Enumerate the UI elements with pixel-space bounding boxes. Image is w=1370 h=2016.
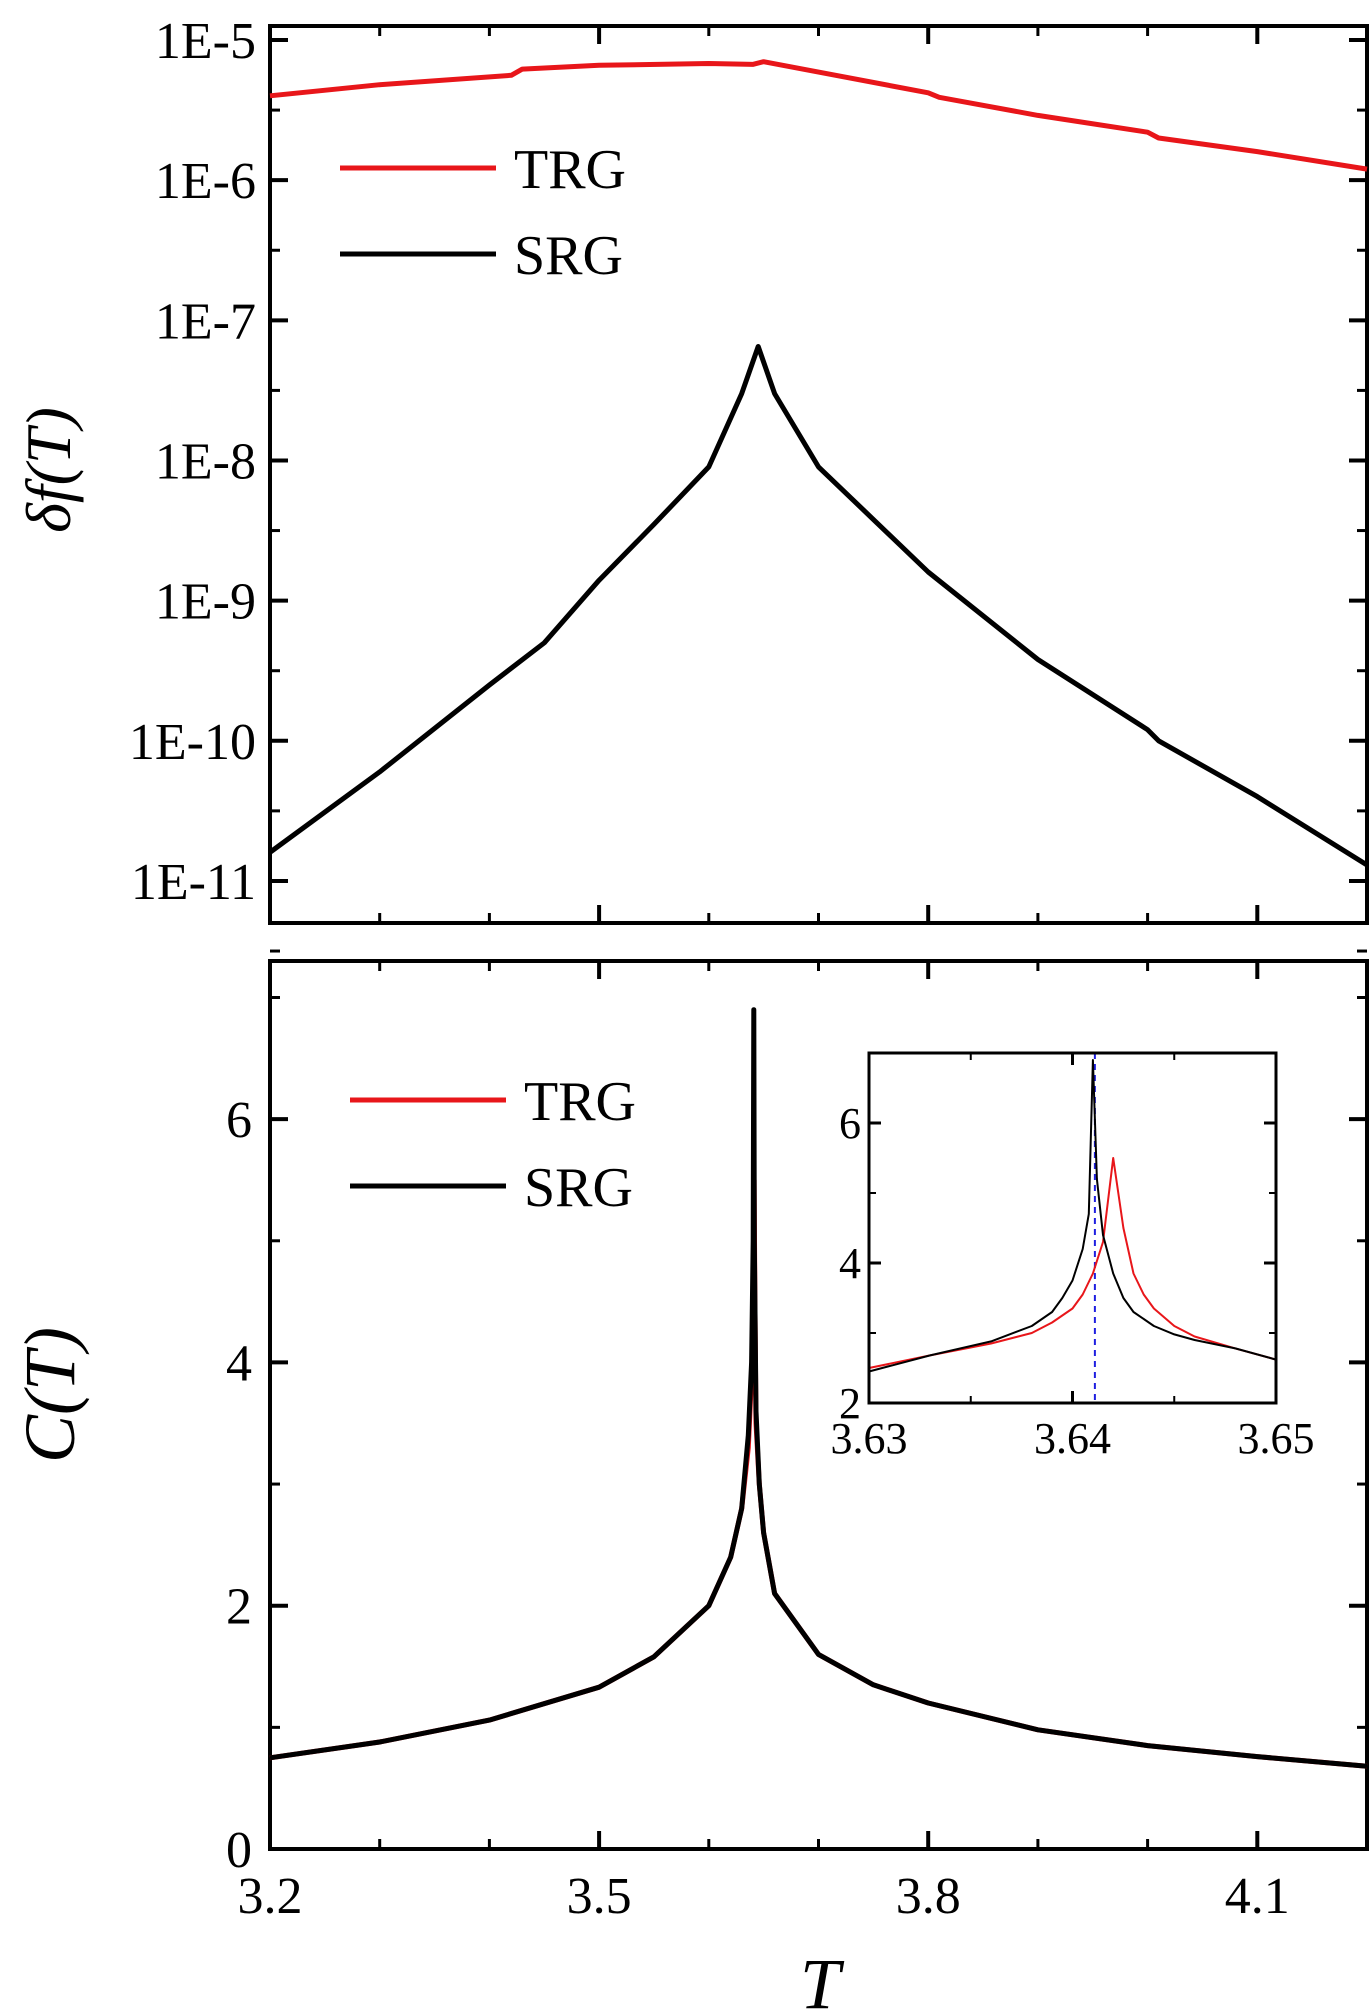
bottom-y-tick-label: 0: [226, 1822, 252, 1879]
top-panel: 1E-5 1E-6 1E-7 1E-8 1E-9 1E-10 1E-11 δf(T) TRG…: [13, 13, 1369, 953]
top-y-tick-label: 1E-6: [155, 153, 256, 210]
inset-ticks: 2 4 6 3.63 3.64 3.65: [831, 1053, 1315, 1463]
inset-panel: 2 4 6 3.63 3.64 3.65: [831, 1051, 1315, 1463]
top-legend-srg-label: SRG: [514, 225, 623, 287]
top-y-tick-label: 1E-10: [129, 714, 256, 771]
top-y-axis-title: δf(T): [13, 407, 84, 533]
top-legend: TRG SRG: [340, 139, 626, 287]
bottom-x-axis-title: T: [800, 1944, 845, 2016]
top-y-tick-label: 1E-7: [155, 293, 256, 350]
top-y-tick-label: 1E-9: [155, 574, 256, 631]
inset-x-tick-label: 3.63: [831, 1414, 908, 1463]
inset-series-srg-line: [868, 1059, 1277, 1373]
inset-y-tick-label: 4: [839, 1239, 861, 1288]
bottom-legend: TRG SRG: [350, 1071, 636, 1219]
bottom-x-tick-label: 3.8: [896, 1868, 961, 1925]
bottom-x-tick-label: 3.2: [238, 1868, 303, 1925]
top-series: [268, 59, 1369, 868]
inset-y-tick-label: 6: [839, 1099, 861, 1148]
bottom-x-tick-label: 4.1: [1225, 1868, 1290, 1925]
top-series-trg-line: [269, 59, 1368, 172]
inset-series: [868, 1053, 1277, 1403]
top-series-srg-line: [268, 344, 1369, 868]
bottom-y-tick-label: 2: [226, 1579, 252, 1636]
bottom-y-tick-label: 4: [226, 1335, 252, 1392]
top-ticks: 1E-5 1E-6 1E-7 1E-8 1E-9 1E-10 1E-11: [129, 13, 1369, 953]
bottom-ticks: 0 2 4 6 3.2 3.5 3.8 4.1: [226, 961, 1369, 1925]
inset-x-tick-label: 3.65: [1238, 1414, 1315, 1463]
top-y-tick-label: 1E-5: [155, 13, 256, 70]
top-legend-trg-label: TRG: [514, 139, 626, 201]
top-plot-frame: [268, 24, 1369, 925]
bottom-x-tick-label: 3.5: [567, 1868, 632, 1925]
inset-background: [869, 1053, 1276, 1403]
top-y-tick-label: 1E-8: [155, 433, 256, 490]
bottom-legend-srg-label: SRG: [524, 1157, 633, 1219]
bottom-series-srg-line: [269, 1007, 1368, 1769]
inset-x-tick-label: 3.64: [1034, 1414, 1111, 1463]
bottom-legend-trg-label: TRG: [524, 1071, 636, 1133]
bottom-y-tick-label: 6: [226, 1092, 252, 1149]
inset-series-trg-line: [868, 1157, 1277, 1369]
bottom-y-axis-title: C(T): [10, 1327, 90, 1463]
top-y-tick-label: 1E-11: [131, 854, 256, 911]
bottom-series: [269, 1007, 1368, 1769]
inset-y-tick-label: 2: [839, 1379, 861, 1428]
bottom-panel: 0 2 4 6 3.2 3.5 3.8 4.1 C(T) T TRG SRG: [10, 959, 1369, 2016]
